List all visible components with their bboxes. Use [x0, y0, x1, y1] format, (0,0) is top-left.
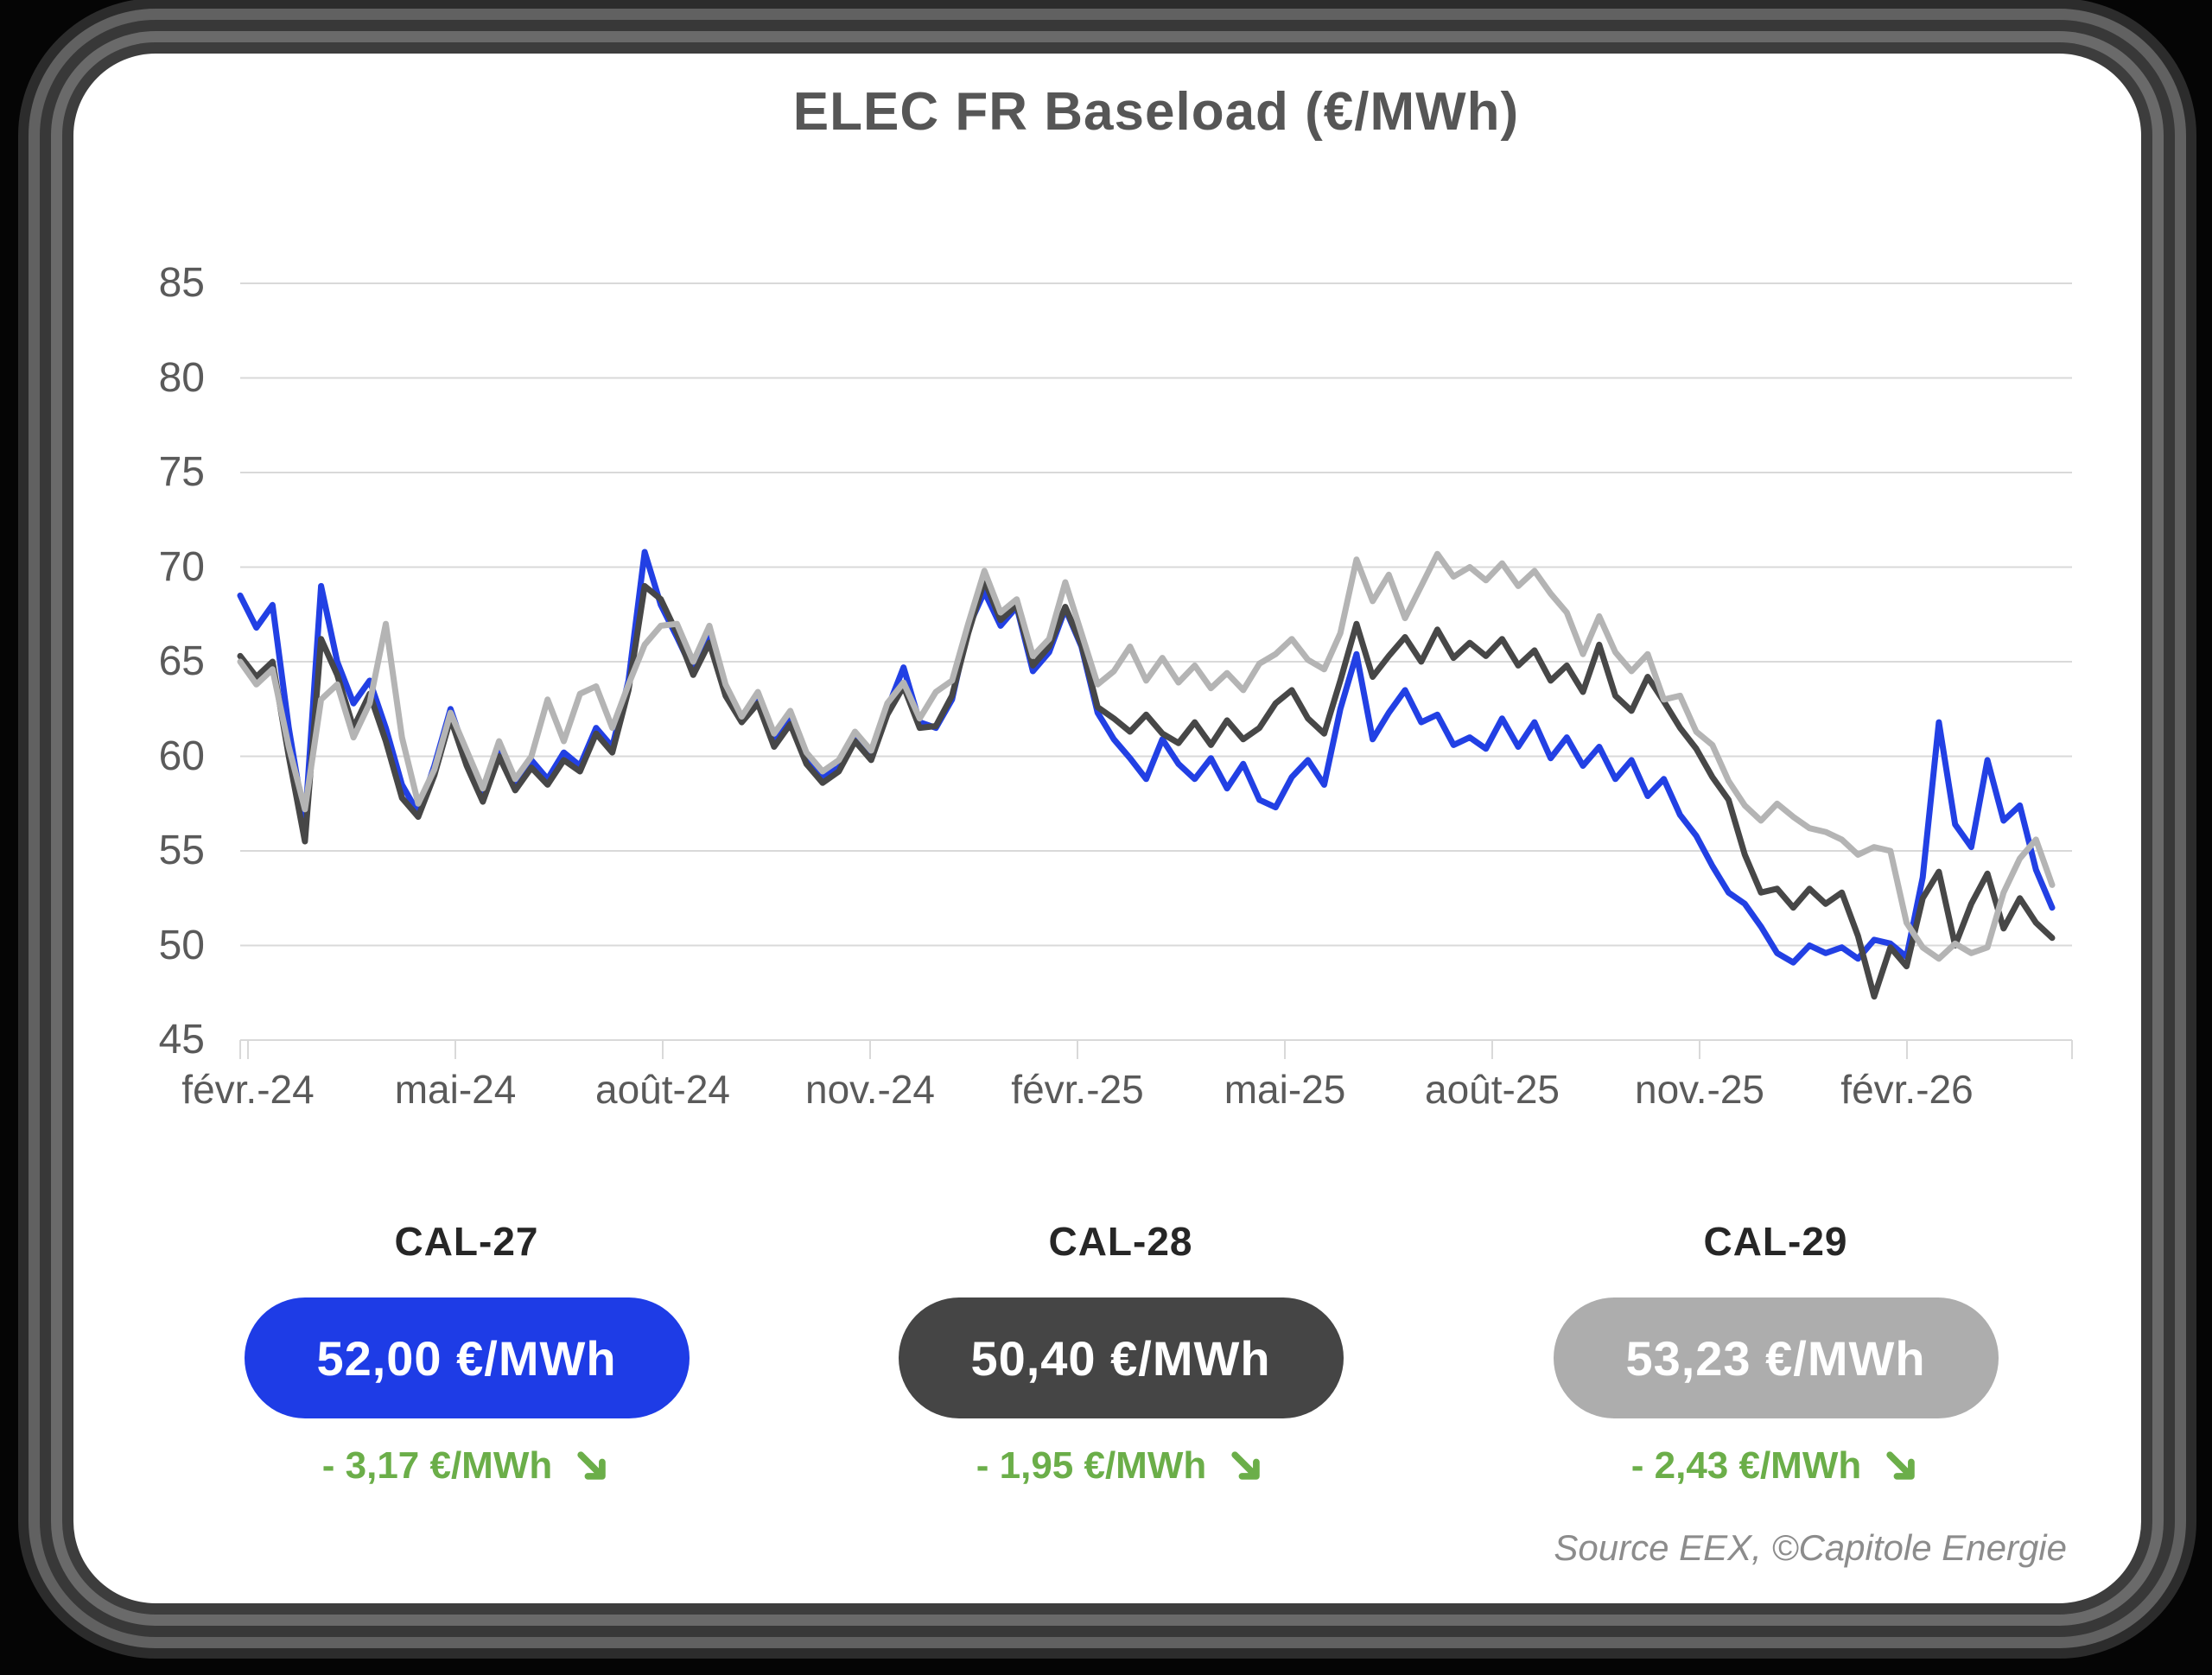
x-axis-label-nov.-24: nov.-24 — [804, 1067, 936, 1112]
y-axis-label-75: 75 — [158, 449, 205, 495]
price-line-chart — [237, 282, 2073, 1059]
trend-down-icon — [577, 1451, 607, 1480]
badge-title: CAL-28 — [1048, 1219, 1193, 1264]
price-value: 50,40 €/MWh — [970, 1330, 1271, 1386]
y-axis-label-50: 50 — [158, 922, 205, 968]
chart-card: ELEC FR Baseload (€/MWh) 85 80 75 70 65 60 55 5… — [73, 54, 2141, 1603]
price-value: 53,23 €/MWh — [1625, 1330, 1926, 1386]
price-pill-cal-28: 50,40 €/MWh — [898, 1297, 1344, 1418]
y-axis-label-80: 80 — [158, 354, 205, 401]
trend-down-icon — [1886, 1451, 1916, 1480]
delta-row: - 3,17 €/MWh — [199, 1444, 734, 1488]
source-attribution: Source EEX, ©Capitole Energie — [1554, 1527, 2067, 1568]
trend-down-icon — [1231, 1451, 1261, 1480]
price-pill-cal-27: 52,00 €/MWh — [244, 1297, 690, 1418]
delta-value: - 1,95 €/MWh — [976, 1444, 1207, 1487]
x-axis-label-nov.-25: nov.-25 — [1634, 1067, 1765, 1112]
badge-cal-29: CAL-29 53,23 €/MWh - 2,43 €/MWh — [1508, 1218, 2044, 1488]
x-axis-label-févr.-25: févr.-25 — [1011, 1067, 1144, 1112]
y-axis-label-65: 65 — [158, 638, 205, 684]
x-axis-label-févr.-26: févr.-26 — [1840, 1067, 1974, 1112]
badge-title: CAL-27 — [394, 1219, 539, 1264]
delta-row: - 2,43 €/MWh — [1508, 1444, 2044, 1488]
badge-cal-27: CAL-27 52,00 €/MWh - 3,17 €/MWh — [199, 1218, 734, 1488]
x-axis-label-mai-25: mai-25 — [1224, 1067, 1346, 1112]
y-axis-label-70: 70 — [158, 543, 205, 590]
delta-value: - 2,43 €/MWh — [1630, 1444, 1862, 1487]
badge-title: CAL-29 — [1703, 1219, 1848, 1264]
y-axis-label-45: 45 — [158, 1017, 205, 1063]
x-axis-label-août-24: août-24 — [594, 1067, 731, 1112]
chart-title: ELEC FR Baseload (€/MWh) — [792, 82, 1520, 142]
series-line-cal-27 — [237, 549, 2056, 966]
x-axis-label-août-25: août-25 — [1424, 1067, 1560, 1112]
price-pill-cal-29: 53,23 €/MWh — [1553, 1297, 1999, 1418]
badge-cal-28: CAL-28 50,40 €/MWh - 1,95 €/MWh — [853, 1218, 1389, 1488]
x-axis-label-févr.-24: févr.-24 — [181, 1067, 315, 1112]
delta-row: - 1,95 €/MWh — [853, 1444, 1389, 1488]
y-axis-label-55: 55 — [158, 828, 205, 873]
series-line-cal-29 — [237, 550, 2056, 962]
y-axis-label-60: 60 — [158, 733, 205, 779]
x-axis-label-mai-24: mai-24 — [394, 1067, 517, 1112]
delta-value: - 3,17 €/MWh — [321, 1444, 553, 1487]
y-axis-label-85: 85 — [158, 260, 205, 306]
series-line-cal-28 — [237, 577, 2056, 1000]
price-value: 52,00 €/MWh — [316, 1330, 617, 1386]
